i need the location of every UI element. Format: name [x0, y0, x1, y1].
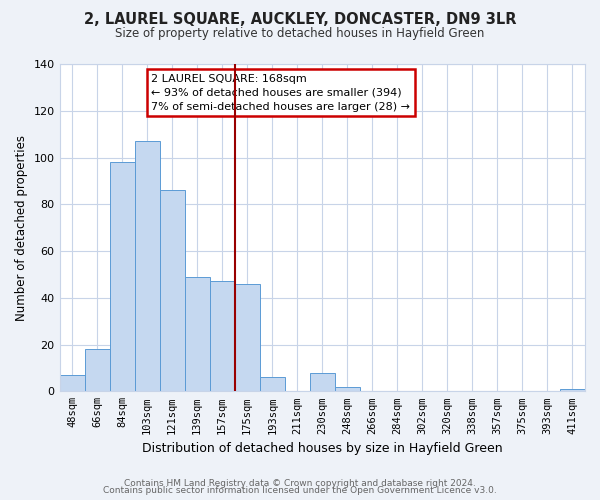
X-axis label: Distribution of detached houses by size in Hayfield Green: Distribution of detached houses by size …	[142, 442, 503, 455]
Bar	[335, 386, 360, 392]
Bar	[310, 372, 335, 392]
Bar	[209, 282, 235, 392]
Bar	[235, 284, 260, 392]
Text: Contains HM Land Registry data © Crown copyright and database right 2024.: Contains HM Land Registry data © Crown c…	[124, 478, 476, 488]
Text: 2 LAUREL SQUARE: 168sqm
← 93% of detached houses are smaller (394)
7% of semi-de: 2 LAUREL SQUARE: 168sqm ← 93% of detache…	[151, 74, 410, 112]
Y-axis label: Number of detached properties: Number of detached properties	[15, 134, 28, 320]
Bar	[59, 375, 85, 392]
Text: 2, LAUREL SQUARE, AUCKLEY, DONCASTER, DN9 3LR: 2, LAUREL SQUARE, AUCKLEY, DONCASTER, DN…	[84, 12, 516, 28]
Bar	[185, 276, 209, 392]
Bar	[134, 141, 160, 392]
Bar	[260, 378, 285, 392]
Bar	[85, 349, 110, 392]
Text: Size of property relative to detached houses in Hayfield Green: Size of property relative to detached ho…	[115, 28, 485, 40]
Bar	[160, 190, 185, 392]
Text: Contains public sector information licensed under the Open Government Licence v3: Contains public sector information licen…	[103, 486, 497, 495]
Bar	[560, 389, 585, 392]
Bar	[110, 162, 134, 392]
